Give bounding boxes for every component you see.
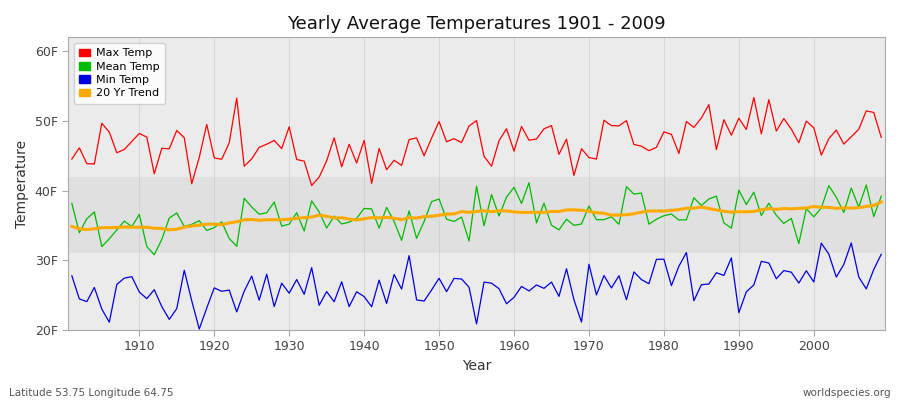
20 Yr Trend — [508, 210, 519, 214]
Mean Temp — [516, 201, 526, 206]
Max Temp — [876, 135, 886, 140]
Line: Min Temp: Min Temp — [72, 243, 881, 329]
Mean Temp — [344, 220, 355, 224]
Mean Temp — [126, 224, 137, 229]
20 Yr Trend — [164, 228, 175, 232]
Bar — [68, 253, 885, 330]
Line: Max Temp: Max Temp — [72, 98, 881, 186]
Min Temp — [344, 304, 355, 309]
Max Temp — [67, 157, 77, 162]
Max Temp — [306, 183, 317, 188]
Bar — [68, 37, 885, 177]
Min Temp — [508, 295, 519, 300]
Min Temp — [606, 286, 616, 290]
Line: 20 Yr Trend: 20 Yr Trend — [72, 202, 881, 230]
Mean Temp — [148, 252, 159, 257]
Mean Temp — [524, 180, 535, 185]
Max Temp — [606, 123, 616, 128]
20 Yr Trend — [299, 215, 310, 220]
Y-axis label: Temperature: Temperature — [15, 140, 29, 228]
Min Temp — [194, 326, 204, 331]
Line: Mean Temp: Mean Temp — [72, 183, 881, 255]
Max Temp — [292, 157, 302, 162]
Min Temp — [846, 240, 857, 245]
Min Temp — [67, 274, 77, 278]
Mean Temp — [508, 185, 519, 190]
Legend: Max Temp, Mean Temp, Min Temp, 20 Yr Trend: Max Temp, Mean Temp, Min Temp, 20 Yr Tre… — [74, 43, 165, 104]
Text: worldspecies.org: worldspecies.org — [803, 388, 891, 398]
Title: Yearly Average Temperatures 1901 - 2009: Yearly Average Temperatures 1901 - 2009 — [287, 15, 666, 33]
20 Yr Trend — [606, 213, 616, 218]
Min Temp — [299, 292, 310, 297]
Max Temp — [749, 95, 760, 100]
Max Temp — [344, 142, 355, 147]
20 Yr Trend — [516, 210, 526, 215]
Min Temp — [126, 274, 137, 279]
Max Temp — [516, 124, 526, 129]
20 Yr Trend — [344, 217, 355, 222]
Text: Latitude 53.75 Longitude 64.75: Latitude 53.75 Longitude 64.75 — [9, 388, 174, 398]
Min Temp — [516, 284, 526, 289]
X-axis label: Year: Year — [462, 359, 491, 373]
Max Temp — [126, 139, 137, 144]
Max Temp — [508, 149, 519, 154]
20 Yr Trend — [876, 200, 886, 204]
Mean Temp — [876, 194, 886, 198]
Mean Temp — [614, 222, 625, 227]
20 Yr Trend — [67, 224, 77, 229]
Min Temp — [876, 252, 886, 257]
Mean Temp — [299, 228, 310, 233]
20 Yr Trend — [126, 225, 137, 230]
Bar — [68, 177, 885, 253]
Mean Temp — [67, 201, 77, 206]
